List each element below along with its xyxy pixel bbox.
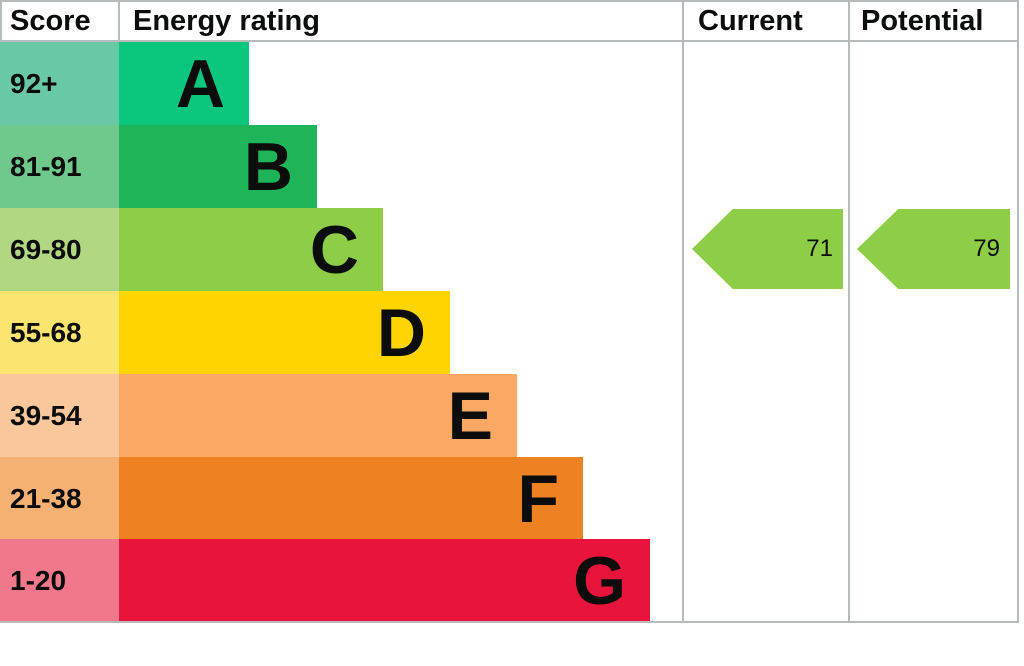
band-letter: D — [376, 294, 426, 371]
column-header-score: Score — [10, 5, 91, 37]
band-letter: C — [309, 211, 359, 288]
band-score-range: 92+ — [0, 42, 119, 125]
table-border-right — [1017, 0, 1019, 623]
band-bar: E — [119, 374, 517, 457]
epc-band-row: 21-38 F — [0, 457, 1019, 540]
column-header-potential: Potential — [861, 5, 984, 37]
band-score-range: 55-68 — [0, 291, 119, 374]
band-letter: G — [573, 542, 626, 619]
band-bar: B — [119, 125, 317, 208]
table-border-top — [0, 0, 1019, 2]
epc-band-row: 39-54 E — [0, 374, 1019, 457]
band-bar: F — [119, 457, 583, 540]
band-bar: A — [119, 42, 249, 125]
epc-band-row: 81-91 B — [0, 125, 1019, 208]
epc-band-row: 1-20 G — [0, 539, 1019, 622]
band-letter: E — [447, 377, 493, 454]
band-score-range: 81-91 — [0, 125, 119, 208]
table-border-bottom — [0, 621, 1019, 623]
header-border-left — [0, 0, 2, 42]
band-letter: B — [243, 128, 293, 205]
band-score-range: 39-54 — [0, 374, 119, 457]
band-letter: A — [175, 45, 225, 122]
column-header-energy-rating: Energy rating — [133, 5, 320, 37]
band-bar: D — [119, 291, 450, 374]
divider-energy-current — [682, 0, 684, 623]
band-score-range: 69-80 — [0, 208, 119, 291]
column-header-current: Current — [698, 5, 803, 37]
divider-current-potential — [848, 0, 850, 623]
divider-score-energy — [118, 0, 120, 42]
epc-band-row: 92+ A — [0, 42, 1019, 125]
band-letter: F — [517, 460, 559, 537]
band-bar: C — [119, 208, 383, 291]
band-bar: G — [119, 539, 650, 622]
header-border-bottom — [0, 40, 1019, 42]
current-rating-value: 71 — [806, 235, 833, 262]
band-score-range: 21-38 — [0, 457, 119, 540]
epc-band-row: 55-68 D — [0, 291, 1019, 374]
epc-band-row: 69-80 C — [0, 208, 1019, 291]
potential-rating-value: 79 — [973, 235, 1000, 262]
band-score-range: 1-20 — [0, 539, 119, 622]
